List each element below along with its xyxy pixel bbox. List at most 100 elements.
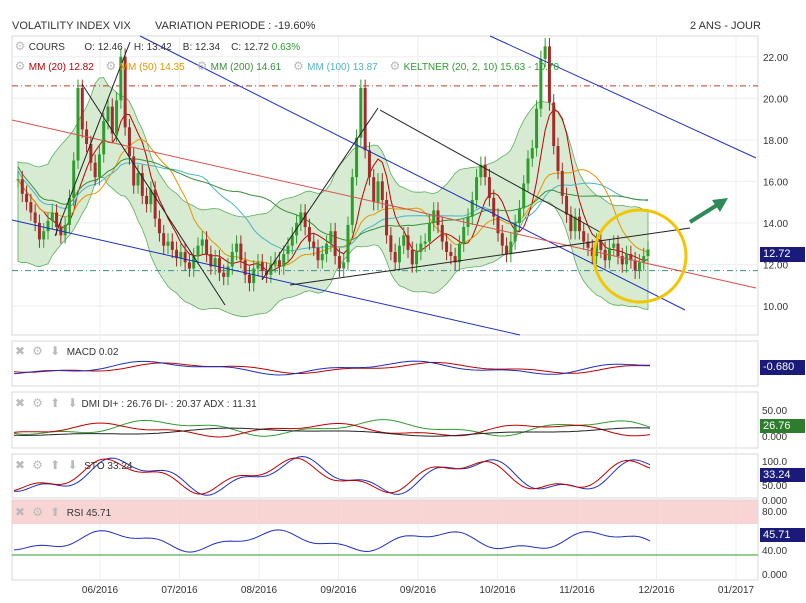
candle <box>243 260 247 275</box>
sto-k-line <box>13 455 651 496</box>
candle <box>63 224 67 236</box>
arrow-up-icon[interactable]: ⬆ <box>50 505 61 519</box>
candle <box>282 254 286 267</box>
candle <box>235 243 239 252</box>
candle <box>320 254 324 261</box>
candle <box>432 210 436 223</box>
gear-icon[interactable]: ⚙ <box>196 59 208 73</box>
candle <box>372 177 376 203</box>
mm20-legend: MM (20) 12.82 <box>28 62 94 73</box>
gear-icon[interactable]: ⚙ <box>292 59 304 73</box>
rsi-label: RSI <box>66 508 84 519</box>
candle <box>423 241 427 244</box>
candle <box>577 216 581 232</box>
candle <box>582 231 586 242</box>
candle <box>33 212 37 223</box>
close-icon[interactable]: ✖ <box>14 396 26 410</box>
candle <box>29 202 33 213</box>
x-tick-label: 09/2016 <box>400 585 437 596</box>
candle <box>612 243 616 248</box>
candle <box>115 100 119 134</box>
rsi-tick-80: 80.00 <box>762 507 788 518</box>
candle <box>346 224 350 263</box>
candle <box>475 177 479 201</box>
mm50-line <box>17 139 649 267</box>
low-value: B: 12.34 <box>182 42 221 53</box>
candle <box>325 243 329 255</box>
candle <box>269 264 273 275</box>
gear-icon[interactable]: ⚙ <box>105 59 117 73</box>
y-tick-label: 14.00 <box>763 219 788 230</box>
chart-title: VOLATILITY INDEX VIX <box>12 20 131 32</box>
gear-icon[interactable]: ⚙ <box>32 458 43 472</box>
mm50-legend: MM (50) 14.35 <box>119 62 185 73</box>
gear-icon[interactable]: ⚙ <box>32 344 43 358</box>
dmi-badge: 26.76 <box>760 419 805 433</box>
arrow-up-icon[interactable]: ⬆ <box>50 458 61 472</box>
candle <box>350 177 354 225</box>
candle <box>303 212 307 228</box>
close-icon[interactable]: ✖ <box>14 344 26 358</box>
arrow-down-icon[interactable]: ⬇ <box>67 396 78 410</box>
candle <box>385 200 389 236</box>
candle <box>312 241 316 248</box>
gear-icon[interactable]: ⚙ <box>14 39 26 53</box>
candle <box>299 212 303 223</box>
panel-frame <box>11 340 759 387</box>
candle <box>205 239 209 255</box>
sto-value: 33.24 <box>107 461 133 472</box>
candle <box>603 249 607 261</box>
gear-icon[interactable]: ⚙ <box>32 396 43 410</box>
candle <box>183 251 187 263</box>
candle <box>569 214 573 232</box>
candle <box>217 258 221 273</box>
keltner-legend: KELTNER (20, 2, 10) 15.63 - 10.70 <box>403 62 560 73</box>
sto-label: STO <box>84 461 105 472</box>
candle <box>646 249 650 257</box>
panel-frame <box>11 453 759 499</box>
candle <box>595 241 599 257</box>
candle <box>50 212 54 221</box>
candle <box>222 272 226 277</box>
period-label[interactable]: 2 ANS - JOUR <box>690 20 761 32</box>
close-icon[interactable]: ✖ <box>14 505 26 519</box>
candle <box>127 127 131 157</box>
arrow-down-icon[interactable]: ⬇ <box>50 344 61 358</box>
candle <box>247 274 251 284</box>
candle <box>543 46 547 59</box>
dmi-panel-header: ✖ ⚙ ⬆ ⬇ DMI DI+ : 26.76 DI- : 20.37 ADX … <box>14 397 257 410</box>
candle <box>616 243 620 257</box>
mm200-line <box>17 158 649 241</box>
macd-signal-line <box>13 361 651 374</box>
candle <box>436 210 440 225</box>
candle <box>260 262 264 271</box>
candle <box>620 256 624 265</box>
candle <box>556 146 560 171</box>
gear-icon[interactable]: ⚙ <box>32 505 43 519</box>
y-tick-label: 20.00 <box>763 94 788 105</box>
candle <box>483 164 487 178</box>
x-tick-label: 12/2016 <box>638 585 675 596</box>
candle <box>67 197 71 225</box>
trend-line <box>11 219 521 336</box>
sto-d-line <box>13 457 651 495</box>
highlight-circle <box>592 208 688 304</box>
trend-line <box>261 107 379 281</box>
close-icon[interactable]: ✖ <box>14 458 26 472</box>
x-tick-label: 08/2016 <box>241 585 278 596</box>
arrow-down-icon[interactable]: ⬇ <box>67 458 78 472</box>
gear-icon[interactable]: ⚙ <box>14 59 26 73</box>
candle <box>277 260 281 267</box>
candle <box>145 195 149 205</box>
candle <box>500 233 504 246</box>
candle <box>37 222 41 240</box>
candle <box>149 189 153 205</box>
candle <box>466 216 470 228</box>
gear-icon[interactable]: ⚙ <box>389 59 401 73</box>
arrow-up-icon[interactable]: ⬆ <box>50 396 61 410</box>
candle <box>329 231 333 244</box>
dmi-tick-top: 50.00 <box>762 406 788 417</box>
candle <box>496 216 500 234</box>
candle <box>200 239 204 246</box>
trend-line <box>81 83 226 306</box>
